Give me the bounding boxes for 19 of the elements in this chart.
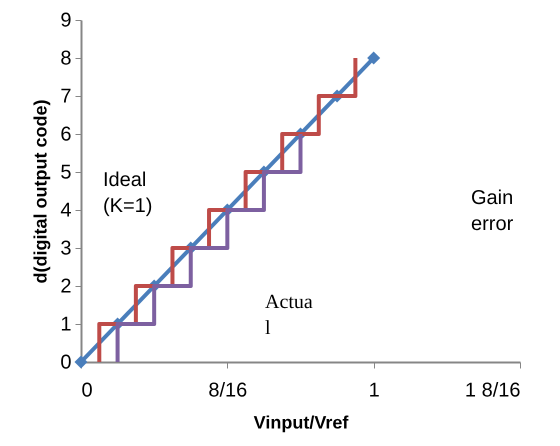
y-tick-label: 0 [60, 352, 72, 374]
y-tick-label: 9 [60, 10, 72, 32]
x-tick-label: 1 8/16 [464, 380, 520, 402]
y-tick-label: 5 [60, 162, 72, 184]
y-tick-label: 7 [60, 86, 72, 108]
y-tick-label: 2 [60, 276, 72, 298]
x-tick-label: 1 [368, 380, 380, 402]
y-tick-label: 4 [60, 200, 72, 222]
annotation: Gain error [471, 187, 514, 235]
x-tick-label: 8/16 [208, 380, 248, 402]
y-tick-label: 3 [60, 238, 72, 260]
y-axis-title: d(digital output code) [30, 100, 50, 284]
x-axis-title: Vinput/Vref [254, 412, 350, 432]
y-tick-label: 8 [60, 48, 72, 70]
y-tick-label: 1 [60, 314, 72, 336]
annotation: Actua l [265, 291, 313, 339]
x-tick-label: 0 [82, 380, 93, 402]
annotation: Ideal (K=1) [103, 169, 152, 217]
y-tick-label: 6 [60, 124, 72, 146]
